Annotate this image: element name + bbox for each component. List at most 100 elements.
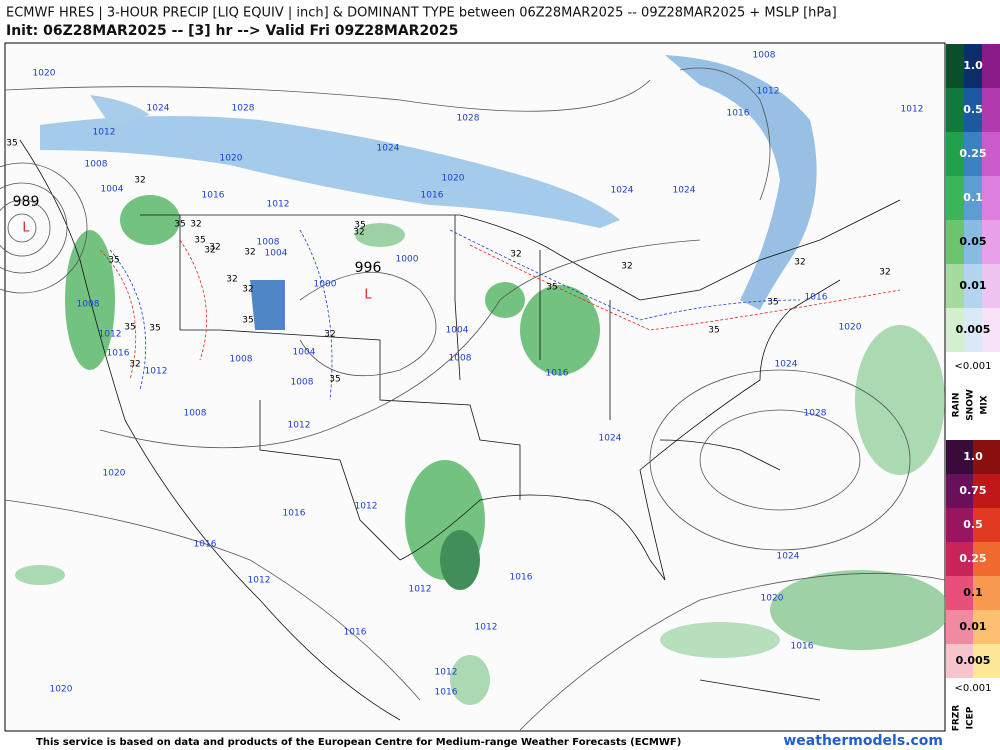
precip-type: RAIN xyxy=(952,393,962,418)
legend-level: 0.01 xyxy=(959,279,986,292)
legend-swatch xyxy=(982,308,1000,352)
isobar-label: 1000 xyxy=(314,280,337,290)
isobar-label: 1012 xyxy=(145,367,168,377)
isobar-label: 1020 xyxy=(103,469,126,479)
isobar-label: 1012 xyxy=(475,623,498,633)
contour-label: 35 xyxy=(174,220,185,230)
legend-swatch xyxy=(964,88,982,132)
snow-area xyxy=(40,116,620,228)
isobar-label: 1008 xyxy=(257,238,280,248)
legend-swatch xyxy=(973,440,1000,474)
legend-level: 0.1 xyxy=(963,586,983,599)
isobar-label: 1012 xyxy=(267,200,290,210)
isobar-label: 1016 xyxy=(283,509,306,519)
isobar-label: 1020 xyxy=(839,323,862,333)
low-marker: L xyxy=(364,288,372,303)
isobar-label: 1016 xyxy=(421,191,444,201)
isobar-label: 1028 xyxy=(804,409,827,419)
pressure-center: 996 xyxy=(355,260,382,276)
dashed-contours xyxy=(99,229,901,401)
contour-label: 32 xyxy=(244,248,255,258)
isobar-label: 1016 xyxy=(791,642,814,652)
precip-type: MIX xyxy=(980,395,990,414)
legend-level: 0.75 xyxy=(959,484,986,497)
isobar-label: 1008 xyxy=(449,354,472,364)
legend-swatch xyxy=(946,508,973,542)
legend-swatch xyxy=(946,308,964,352)
isobar-label: 1016 xyxy=(202,191,225,201)
isobar-label: 1016 xyxy=(344,628,367,638)
legend-swatch xyxy=(946,132,964,176)
contour-label: 32 xyxy=(209,243,220,253)
title: ECMWF HRES | 3-HOUR PRECIP [LIQ EQUIV | … xyxy=(6,6,837,21)
isobar-label: 1008 xyxy=(291,378,314,388)
isobar-label: 1016 xyxy=(107,349,130,359)
legend-level: 0.01 xyxy=(959,620,986,633)
isobar-label: 1024 xyxy=(775,360,798,370)
isobar-label: 1016 xyxy=(194,540,217,550)
contour-label: 35 xyxy=(149,324,160,334)
legend-swatch xyxy=(982,88,1000,132)
legend-swatch xyxy=(973,610,1000,644)
isobar-label: 1012 xyxy=(901,105,924,115)
legend-level: 1.0 xyxy=(963,450,983,463)
isobar-label: 1016 xyxy=(727,109,750,119)
isobar-label: 1024 xyxy=(377,144,400,154)
legend-swatch xyxy=(964,220,982,264)
isobar-label: 1012 xyxy=(93,128,116,138)
snow-area xyxy=(250,280,285,330)
contour-label: 35 xyxy=(354,221,365,231)
isobars xyxy=(0,67,946,731)
contour-label: 35 xyxy=(329,375,340,385)
contour-label: 32 xyxy=(134,176,145,186)
legend-level: 0.05 xyxy=(959,235,986,248)
isobar-label: 1024 xyxy=(599,434,622,444)
site-name: weathermodels.com xyxy=(783,733,943,749)
isobar-label: 1004 xyxy=(446,326,469,336)
legend-swatch xyxy=(946,474,973,508)
legend-level: 0.25 xyxy=(959,147,986,160)
isobar-label: 1020 xyxy=(33,69,56,79)
legend-below: <0.001 xyxy=(954,683,991,694)
legend-below: <0.001 xyxy=(954,361,991,372)
contour-label: 32 xyxy=(324,330,335,340)
contour-label: 35 xyxy=(124,323,135,333)
legend-swatch xyxy=(973,644,1000,678)
contour-label: 35 xyxy=(708,326,719,336)
contour-label: 32 xyxy=(204,246,215,256)
contour-label: 32 xyxy=(510,250,521,260)
legend-level: 0.5 xyxy=(963,103,983,116)
isobar-label: 1020 xyxy=(220,154,243,164)
contour-label: 32 xyxy=(794,258,805,268)
legend-swatch xyxy=(946,610,973,644)
isobar-label: 1012 xyxy=(288,421,311,431)
isobar-label: 1004 xyxy=(293,348,316,358)
contour-label: 35 xyxy=(767,298,778,308)
isobar-label: 1008 xyxy=(230,355,253,365)
snow-area xyxy=(665,55,817,310)
isobar-label: 1012 xyxy=(248,576,271,586)
legend-swatch xyxy=(964,132,982,176)
isobar-label: 1000 xyxy=(396,255,419,265)
contour-label: 35 xyxy=(108,256,119,266)
legend-level: 0.1 xyxy=(963,191,983,204)
contour-label: 32 xyxy=(879,268,890,278)
legend-swatch xyxy=(946,44,964,88)
isobar-label: 1016 xyxy=(435,688,458,698)
subtitle: Init: 06Z28MAR2025 -- [3] hr --> Valid F… xyxy=(6,23,458,39)
legend-swatch xyxy=(946,220,964,264)
legend-swatch xyxy=(973,576,1000,610)
legend-swatch xyxy=(982,44,1000,88)
contour-label: 32 xyxy=(190,220,201,230)
legend-swatch xyxy=(946,176,964,220)
precip-type: SNOW xyxy=(966,389,976,421)
isobar-label: 1020 xyxy=(50,685,73,695)
legend-level: 0.005 xyxy=(956,654,991,667)
legend-swatch xyxy=(982,132,1000,176)
isobar-label: 1028 xyxy=(457,114,480,124)
contour-label: 32 xyxy=(129,360,140,370)
isobar-label: 1028 xyxy=(232,104,255,114)
isobar-label: 1004 xyxy=(265,249,288,259)
